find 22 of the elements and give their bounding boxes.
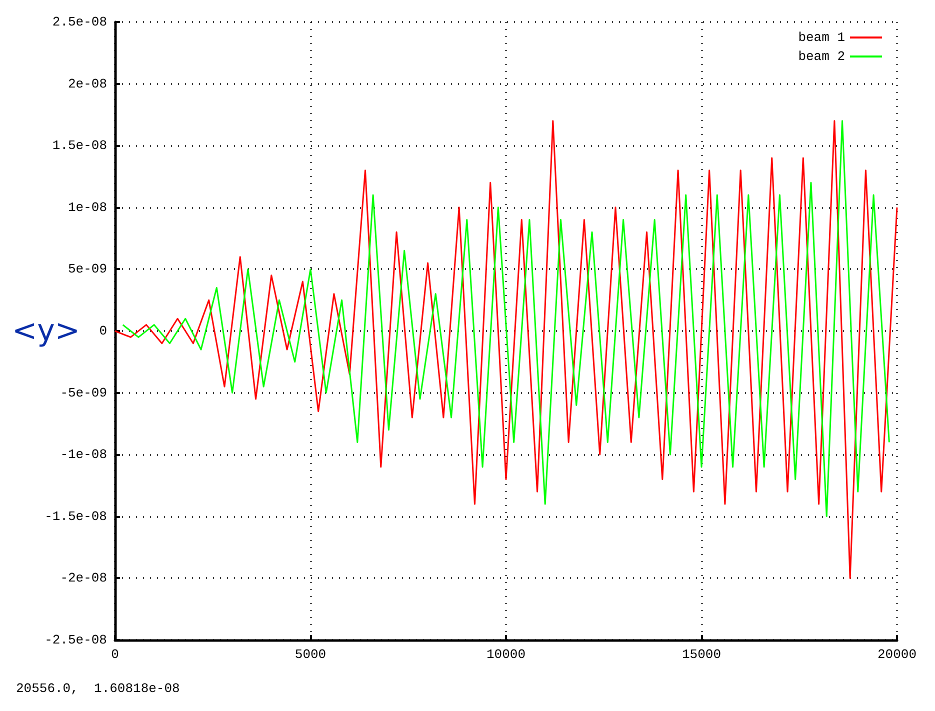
y-tick-label: 2e-08 bbox=[68, 76, 107, 92]
y-tick-label: 5e-09 bbox=[68, 262, 107, 277]
x-tick-label: 10000 bbox=[486, 647, 526, 662]
x-tick-label: 15000 bbox=[682, 647, 722, 662]
line-series bbox=[114, 120, 898, 579]
y-tick-label: -2.5e-08 bbox=[44, 632, 107, 648]
y-axis-title: <y> bbox=[12, 314, 80, 348]
line-series bbox=[122, 120, 890, 518]
y-tick-label: 0 bbox=[99, 324, 107, 338]
y-tick-label: -1.5e-08 bbox=[44, 508, 107, 524]
y-tick-label: -2e-08 bbox=[60, 570, 107, 586]
legend-label: beam 1 bbox=[798, 30, 846, 45]
x-tick-label: 5000 bbox=[294, 647, 326, 662]
legend-label: beam 2 bbox=[798, 49, 845, 64]
y-tick-label: -5e-09 bbox=[60, 385, 107, 400]
text: 20556.0, 1.60818e-08 bbox=[16, 681, 180, 696]
y-tick-label: -1e-08 bbox=[60, 447, 107, 462]
y-tick-label: 1e-08 bbox=[68, 200, 107, 215]
y-tick-label: 2.5e-08 bbox=[52, 14, 107, 30]
x-tick-label: 20000 bbox=[877, 647, 917, 662]
x-tick-label: 0 bbox=[111, 647, 119, 662]
y-tick-label: 1.5e-08 bbox=[52, 138, 107, 154]
